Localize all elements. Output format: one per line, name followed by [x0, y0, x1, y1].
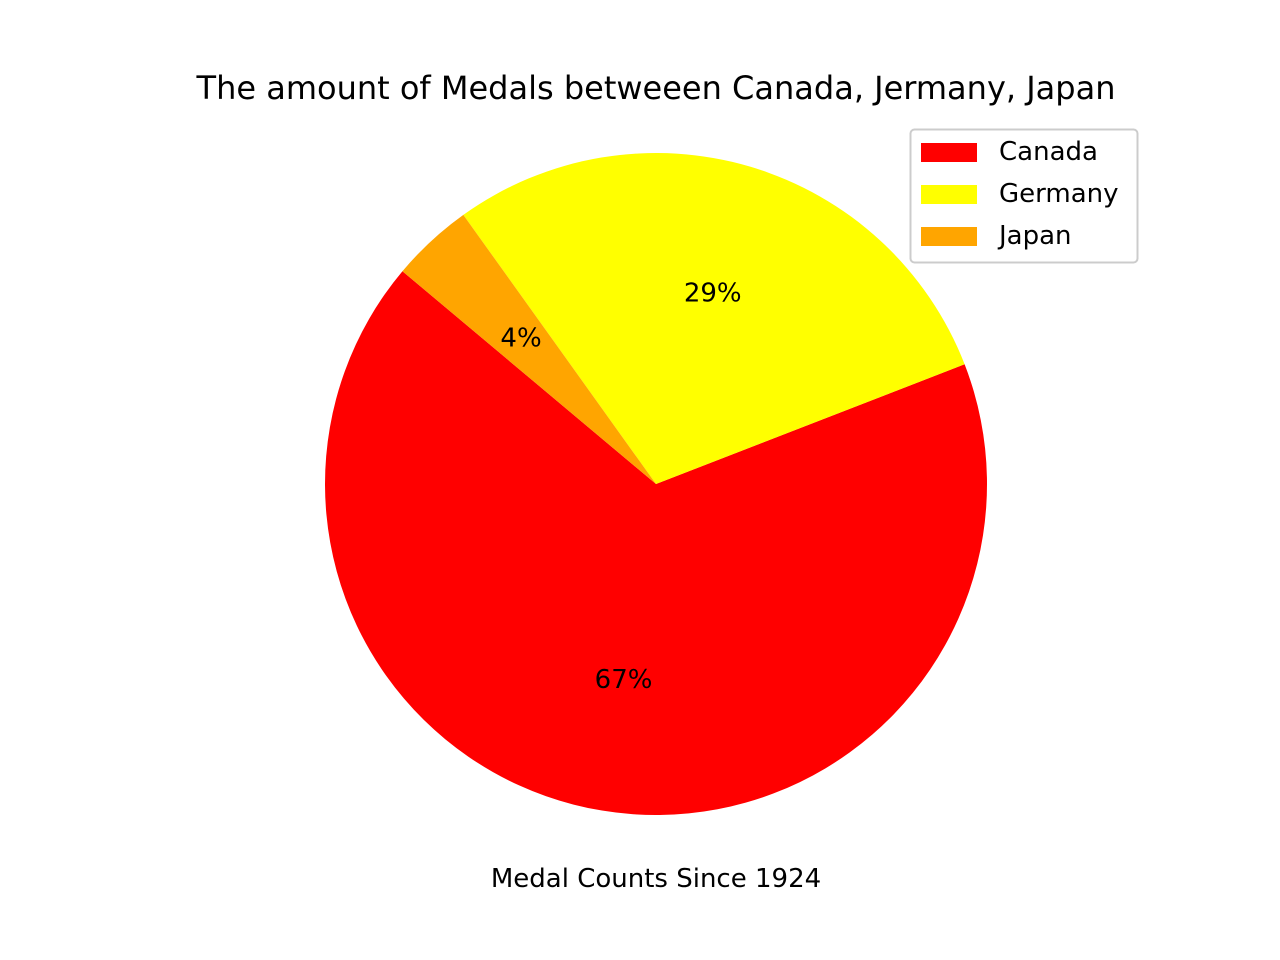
- chart-title: The amount of Medals betweeen Canada, Je…: [196, 69, 1116, 107]
- legend-label-germany: Germany: [999, 179, 1119, 209]
- pie-slices: [325, 152, 988, 816]
- pie-slice-japan: [402, 214, 656, 485]
- legend-label-japan: Japan: [997, 221, 1072, 251]
- slice-percent-label-germany: 29%: [684, 279, 742, 309]
- pie-slice-germany: [463, 152, 965, 484]
- legend: Canada Germany Japan: [909, 128, 1139, 264]
- slice-percent-label-canada: 67%: [595, 665, 653, 695]
- pie-percent-labels: 67% 29% 4%: [500, 279, 741, 695]
- legend-items: Canada Germany Japan: [921, 137, 1119, 251]
- legend-label-canada: Canada: [999, 137, 1098, 167]
- legend-swatch-germany: [921, 185, 977, 204]
- pie-slice-canada: [325, 271, 988, 816]
- legend-swatch-japan: [921, 227, 977, 246]
- x-axis-label: Medal Counts Since 1924: [491, 864, 821, 894]
- legend-swatch-canada: [921, 143, 977, 162]
- slice-percent-label-japan: 4%: [500, 323, 541, 353]
